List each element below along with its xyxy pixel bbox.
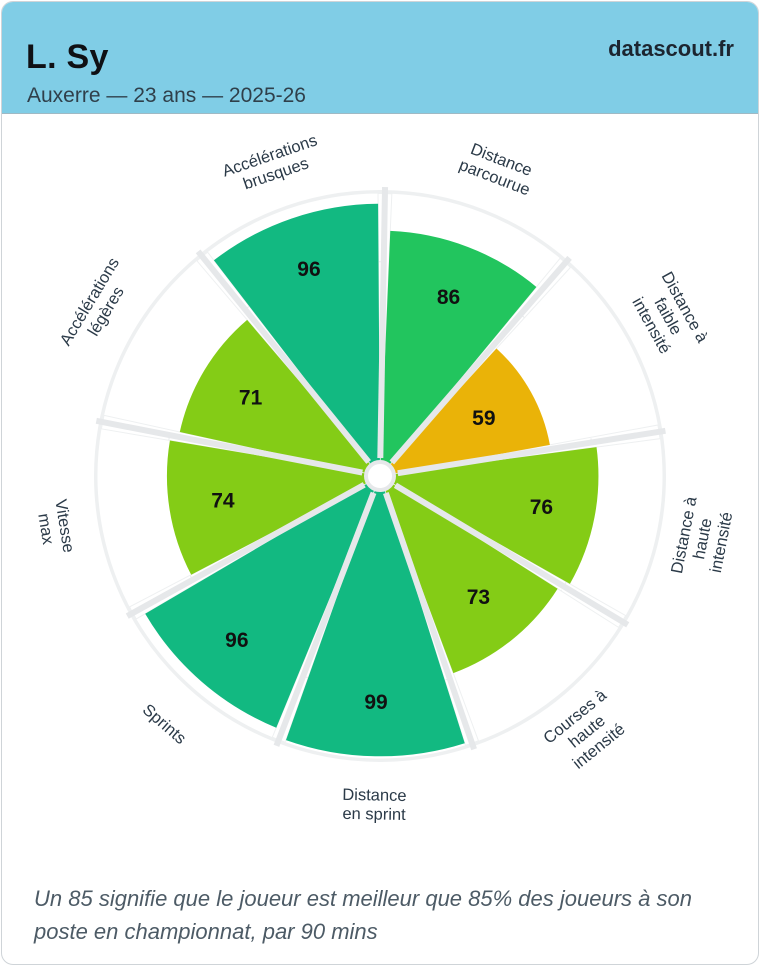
slice-bar [389,348,550,474]
slice-bar [285,489,465,757]
header-banner: L. Sy Auxerre — 23 ans — 2025-26 datasco… [2,2,758,114]
slice-separator [389,255,572,465]
axis-label-group: Sprints [139,701,190,748]
value-label: 99 [364,691,387,714]
slice-separator [383,492,477,751]
slice-bar [166,440,368,575]
value-label: 96 [297,258,320,281]
axis-label: en sprint [342,805,406,824]
value-label: 96 [225,629,248,652]
value-label: 71 [239,387,263,410]
slice-separator [393,482,630,628]
brand-label: datascout.fr [608,36,734,61]
slice-bar [384,483,558,674]
axis-label: Sprints [139,701,190,748]
slice-separator [95,417,363,476]
slice-separator [377,186,389,459]
slice-bar [380,230,537,466]
slice-separator [195,249,372,464]
player-name: L. Sy [26,38,109,76]
footnote: Un 85 signifie que le joueur est meilleu… [34,886,692,944]
axis-label: Distance [342,786,407,805]
slice-bar [179,319,371,473]
slice-bar [392,447,599,584]
grid-outer-ring [94,190,666,762]
slice-separator [397,427,666,477]
player-subtitle: Auxerre — 23 ans — 2025-26 [27,84,306,107]
value-label: 73 [467,586,490,609]
slice-separator [273,491,377,747]
slice-bar [145,483,375,728]
value-label: 76 [530,496,553,519]
slice-separator [125,482,366,619]
value-label: 86 [437,286,460,309]
axis-label: max [34,512,57,546]
center-hole [364,460,396,492]
value-label: 59 [472,407,495,430]
slice-bar [213,203,380,465]
value-label: 74 [211,489,235,512]
